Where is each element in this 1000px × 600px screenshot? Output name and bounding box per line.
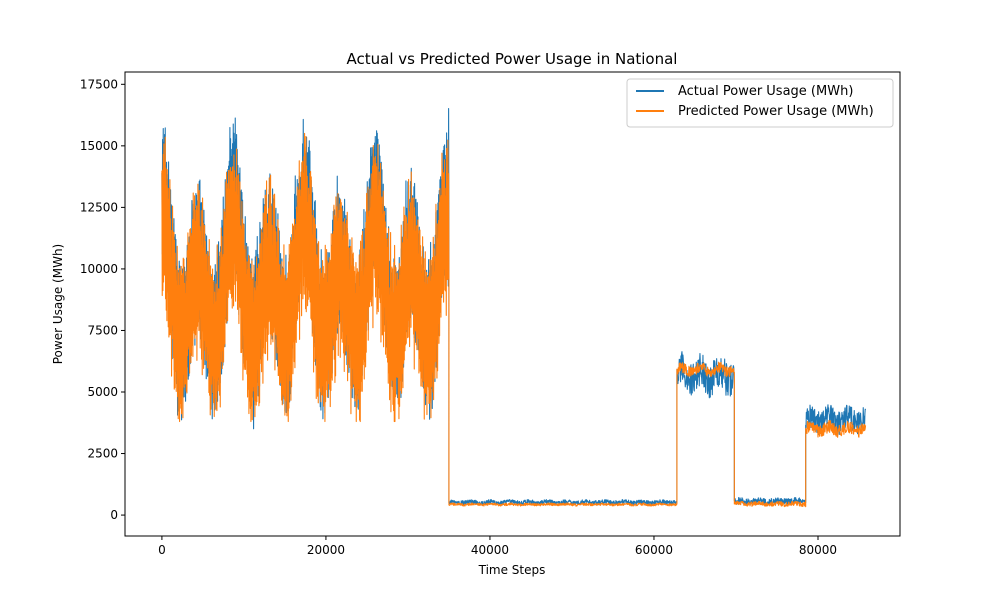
series-line-predicted	[161, 132, 867, 508]
x-tick-label: 20000	[307, 543, 345, 557]
legend: Actual Power Usage (MWh) Predicted Power…	[626, 78, 894, 128]
legend-label-actual: Actual Power Usage (MWh)	[678, 84, 853, 99]
y-tick-label: 17500	[80, 77, 118, 91]
y-tick-label: 15000	[80, 139, 118, 153]
x-axis: 0 20000 40000 60000 80000	[158, 536, 837, 557]
x-tick-label: 0	[158, 543, 166, 557]
plot-frame	[124, 71, 901, 537]
y-tick-label: 7500	[87, 323, 118, 337]
x-axis-label: Time Steps	[478, 563, 546, 577]
y-tick-label: 10000	[80, 262, 118, 276]
x-tick-label: 60000	[635, 543, 673, 557]
series-layer	[161, 108, 867, 508]
y-tick-label: 12500	[80, 200, 118, 214]
legend-label-predicted: Predicted Power Usage (MWh)	[678, 104, 874, 119]
legend-box	[626, 78, 894, 128]
chart-title: Actual vs Predicted Power Usage in Natio…	[347, 50, 678, 68]
x-tick-label: 40000	[471, 543, 509, 557]
y-tick-label: 0	[110, 508, 118, 522]
y-axis-label: Power Usage (MWh)	[51, 244, 65, 365]
y-axis: 0 2500 5000 7500 10000 12500 15000 17500	[80, 77, 125, 522]
x-tick-label: 80000	[799, 543, 837, 557]
y-tick-label: 5000	[87, 385, 118, 399]
y-tick-label: 2500	[87, 447, 118, 461]
